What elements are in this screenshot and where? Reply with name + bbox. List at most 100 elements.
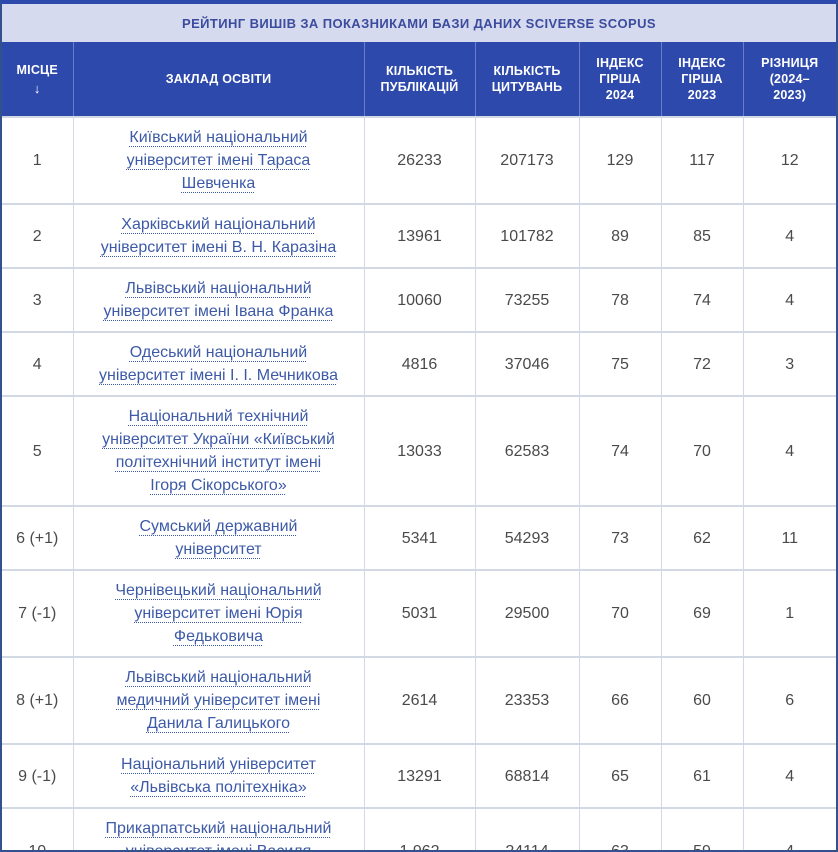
hindex-2024-cell: 73: [579, 505, 662, 570]
hindex-2023-cell: 70: [661, 395, 744, 506]
publications-cell: 13291: [364, 743, 476, 808]
publications-cell: 5341: [364, 505, 476, 570]
column-header-place[interactable]: МІСЦЕ ↓: [2, 42, 74, 117]
difference-cell: 4: [743, 743, 836, 808]
column-header-institution: ЗАКЛАД ОСВІТИ: [73, 42, 365, 117]
column-header-label: 2024: [605, 88, 635, 102]
university-link[interactable]: Харківський національний університет іме…: [100, 216, 337, 256]
column-header-label: ГІРША: [681, 72, 723, 86]
rank-cell: 4: [2, 331, 74, 396]
university-cell: Прикарпатський національний університет …: [73, 807, 365, 852]
university-link[interactable]: Львівський національний медичний універс…: [116, 669, 321, 732]
table-row: 9 (-1) Національний університет «Львівсь…: [2, 743, 836, 808]
column-header-label: 2023: [687, 88, 717, 102]
difference-cell: 11: [743, 505, 836, 570]
citations-cell: 73255: [475, 267, 580, 332]
rank-cell: 1: [2, 116, 74, 204]
table-row: 8 (+1) Львівський національний медичний …: [2, 656, 836, 744]
column-header-label: КІЛЬКІСТЬ: [493, 64, 561, 78]
column-header-label: ІНДЕКС: [678, 56, 726, 70]
publications-cell: 2614: [364, 656, 476, 744]
hindex-2023-cell: 85: [661, 203, 744, 268]
university-cell: Сумський державний університет: [73, 505, 365, 570]
publications-cell: 4816: [364, 331, 476, 396]
citations-cell: 54293: [475, 505, 580, 570]
hindex-2024-cell: 75: [579, 331, 662, 396]
hindex-2023-cell: 69: [661, 569, 744, 657]
column-header-publications: КІЛЬКІСТЬ ПУБЛІКАЦІЙ: [364, 42, 476, 117]
column-header-label: ГІРША: [599, 72, 641, 86]
difference-cell: 12: [743, 116, 836, 204]
publications-cell: 13033: [364, 395, 476, 506]
sort-descending-icon[interactable]: ↓: [33, 81, 41, 96]
page-title: РЕЙТИНГ ВИШІВ ЗА ПОКАЗНИКАМИ БАЗИ ДАНИХ …: [182, 15, 656, 31]
table-row: 6 (+1) Сумський державний університет 53…: [2, 505, 836, 570]
citations-cell: 24114: [475, 807, 580, 850]
university-cell: Львівський національний медичний універс…: [73, 656, 365, 744]
table-row: 3 Львівський національний університет ім…: [2, 267, 836, 332]
university-cell: Львівський національний університет імен…: [73, 267, 365, 332]
university-link[interactable]: Національний технічний університет Украї…: [102, 408, 335, 494]
university-link[interactable]: Львівський національний університет імен…: [103, 280, 334, 320]
rank-cell: 6 (+1): [2, 505, 74, 570]
university-cell: Національний технічний університет Украї…: [73, 395, 365, 506]
column-header-label: ІНДЕКС: [596, 56, 644, 70]
university-cell: Одеський національний університет імені …: [73, 331, 365, 396]
rank-cell: 3: [2, 267, 74, 332]
table-header: МІСЦЕ ↓ ЗАКЛАД ОСВІТИ КІЛЬКІСТЬ ПУБЛІКАЦ…: [2, 42, 836, 117]
difference-cell: 6: [743, 656, 836, 744]
rank-cell: 7 (-1): [2, 569, 74, 657]
citations-cell: 23353: [475, 656, 580, 744]
column-header-label: 2023): [773, 88, 807, 102]
university-link[interactable]: Національний університет «Львівська полі…: [121, 756, 316, 796]
rank-cell: 9 (-1): [2, 743, 74, 808]
university-link[interactable]: Прикарпатський національний університет …: [105, 820, 332, 852]
citations-cell: 37046: [475, 331, 580, 396]
difference-cell: 4: [743, 267, 836, 332]
rank-cell: 10: [2, 807, 74, 850]
citations-cell: 101782: [475, 203, 580, 268]
publications-cell: 1 962: [364, 807, 476, 850]
hindex-2023-cell: 60: [661, 656, 744, 744]
university-cell: Київський національний університет імені…: [73, 116, 365, 204]
university-link[interactable]: Одеський національний університет імені …: [99, 344, 338, 384]
table-row: 2 Харківський національний університет і…: [2, 203, 836, 268]
hindex-2023-cell: 62: [661, 505, 744, 570]
column-header-citations: КІЛЬКІСТЬ ЦИТУВАНЬ: [475, 42, 580, 117]
hindex-2024-cell: 65: [579, 743, 662, 808]
difference-cell: 1: [743, 569, 836, 657]
column-header-label: ЦИТУВАНЬ: [491, 80, 563, 94]
column-header-hindex-2024: ІНДЕКС ГІРША 2024: [579, 42, 662, 117]
column-header-label: ПУБЛІКАЦІЙ: [380, 80, 459, 94]
publications-cell: 13961: [364, 203, 476, 268]
hindex-2023-cell: 61: [661, 743, 744, 808]
column-header-label: ЗАКЛАД ОСВІТИ: [165, 72, 272, 86]
publications-cell: 5031: [364, 569, 476, 657]
table-row: 7 (-1) Чернівецький національний універс…: [2, 569, 836, 657]
ranking-table: МІСЦЕ ↓ ЗАКЛАД ОСВІТИ КІЛЬКІСТЬ ПУБЛІКАЦ…: [2, 42, 836, 852]
column-header-label: КІЛЬКІСТЬ: [385, 64, 454, 78]
citations-cell: 62583: [475, 395, 580, 506]
university-cell: Чернівецький національний університет ім…: [73, 569, 365, 657]
hindex-2024-cell: 63: [579, 807, 662, 850]
hindex-2024-cell: 70: [579, 569, 662, 657]
rank-cell: 2: [2, 203, 74, 268]
university-link[interactable]: Сумський державний університет: [139, 518, 298, 558]
rank-cell: 5: [2, 395, 74, 506]
column-header-difference: РІЗНИЦЯ (2024– 2023): [743, 42, 836, 117]
citations-cell: 29500: [475, 569, 580, 657]
university-link[interactable]: Чернівецький національний університет ім…: [115, 582, 322, 645]
hindex-2024-cell: 89: [579, 203, 662, 268]
difference-cell: 4: [743, 807, 836, 850]
table-row: 4 Одеський національний університет імен…: [2, 331, 836, 396]
university-cell: Харківський національний університет іме…: [73, 203, 365, 268]
hindex-2023-cell: 59: [661, 807, 744, 850]
hindex-2023-cell: 117: [661, 116, 744, 204]
hindex-2023-cell: 74: [661, 267, 744, 332]
publications-cell: 26233: [364, 116, 476, 204]
university-link[interactable]: Київський національний університет імені…: [126, 129, 311, 192]
table-row: 1 Київський національний університет іме…: [2, 116, 836, 204]
hindex-2024-cell: 129: [579, 116, 662, 204]
difference-cell: 3: [743, 331, 836, 396]
